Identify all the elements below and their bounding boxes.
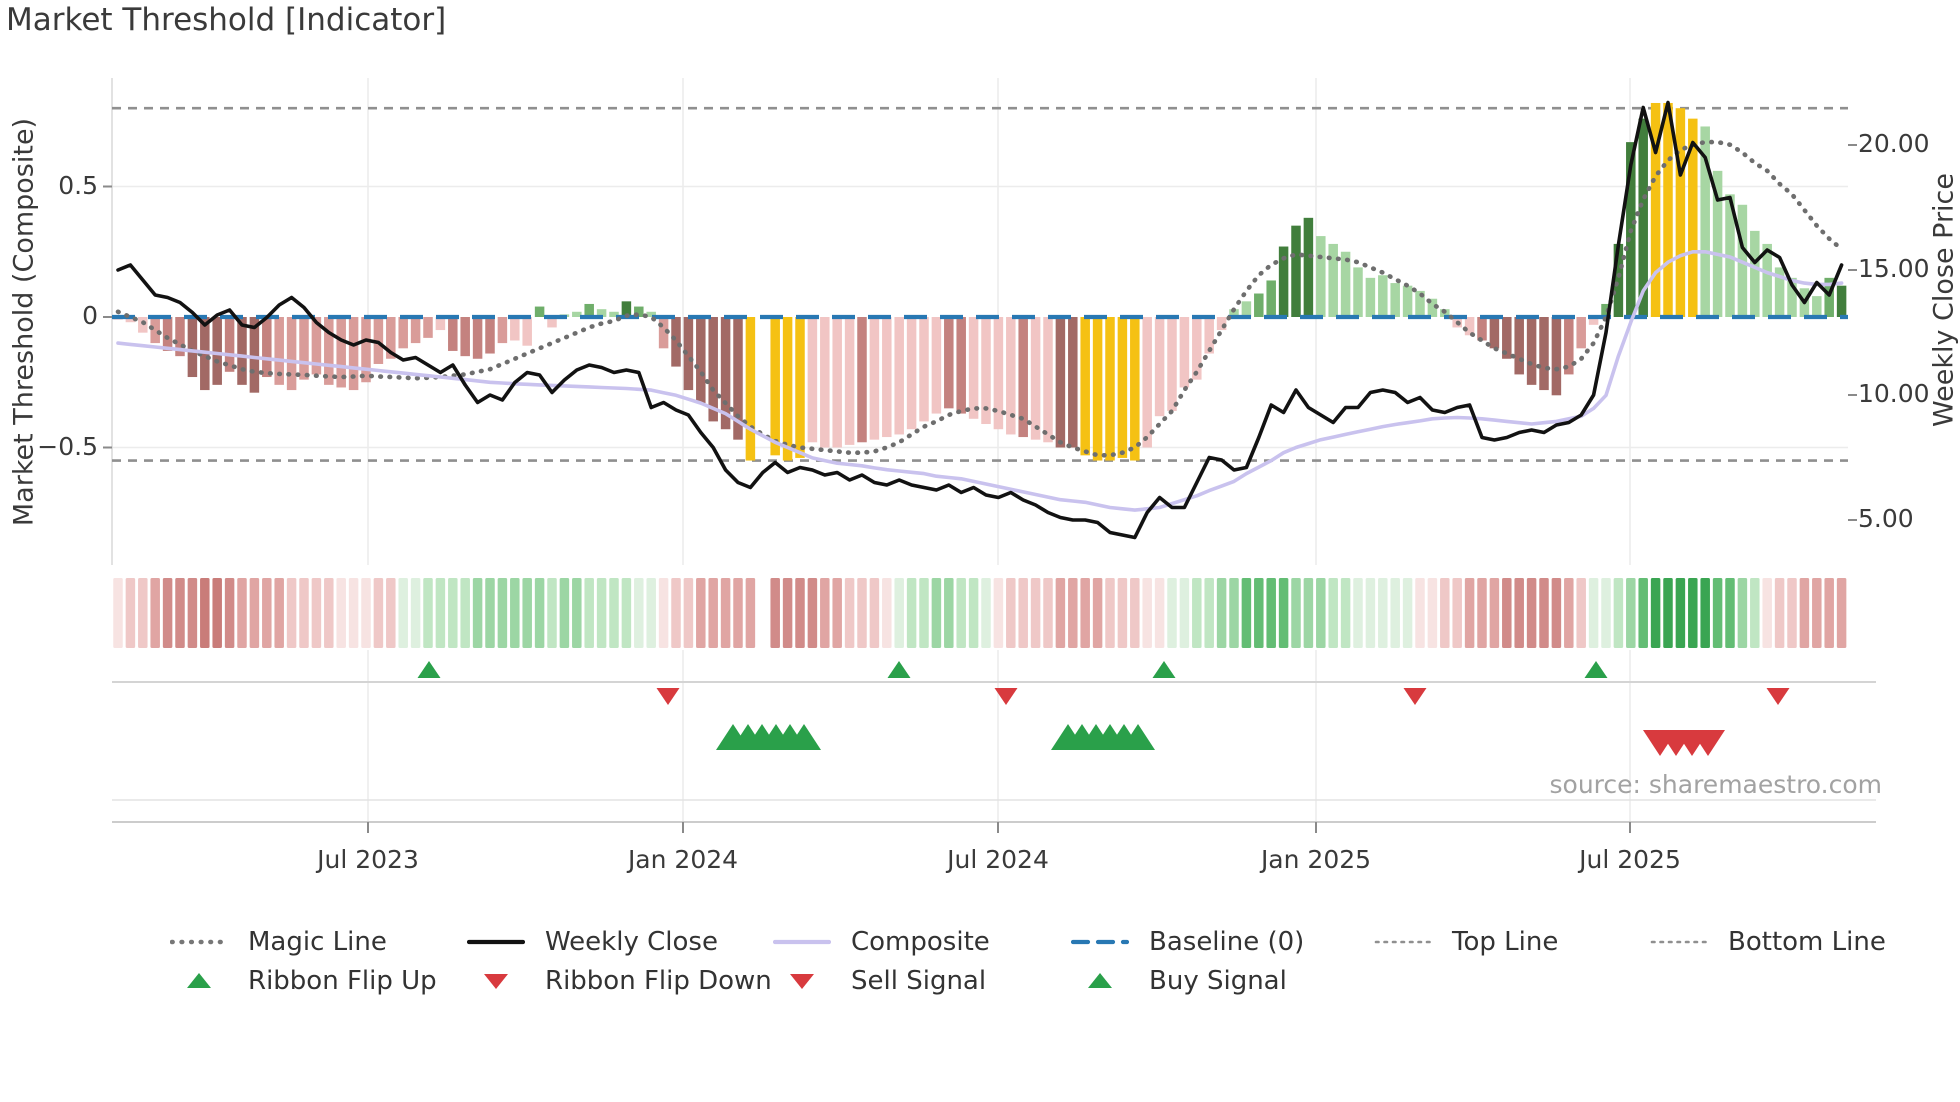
magic-line [115,139,1844,458]
gridlines [111,78,1848,822]
tri-up-icon [1088,973,1112,988]
legend-label: Sell Signal [851,966,987,996]
buy-signal-markers [716,724,1155,750]
legend-item-weekly-close: Weekly Close [467,925,718,959]
ribbon-strip [113,578,1847,648]
page-title: Market Threshold [Indicator] [6,2,447,38]
right-axis-tick: 5.00 [1858,504,1914,533]
ribbon-flip-down-markers [656,688,1790,705]
dotted-icon [170,939,228,945]
legend-label: Ribbon Flip Up [248,966,437,996]
right-axis-title: Weekly Close Price [1928,172,1960,428]
tri-down-icon [484,974,508,989]
legend-item-ribbon-flip-up: Ribbon Flip Up [170,964,437,998]
legend-item-bottom-line: Bottom Line [1650,925,1886,959]
x-axis-tick: Jul 2023 [317,845,419,874]
legend-label: Buy Signal [1149,966,1287,996]
right-axis-tick: 15.00 [1858,254,1930,283]
legend-label: Bottom Line [1728,927,1886,957]
composite-line [116,250,1844,512]
legend-label: Ribbon Flip Down [545,966,772,996]
source-credit: source: sharemaestro.com [1549,770,1883,799]
legend-item-top-line: Top Line [1374,925,1558,959]
x-axis-tick: Jul 2024 [947,845,1049,874]
dotted-small-icon [1374,940,1432,944]
line-black-icon [467,939,525,945]
tri-down-icon [790,974,814,989]
histogram-bars [113,102,1847,461]
left-axis-tick: 0 [82,301,98,330]
axis-tick-marks [103,144,1857,521]
x-axis-tick: Jan 2024 [627,845,739,874]
legend-label: Composite [851,927,990,957]
signal-panel [112,681,1876,833]
ribbon-flip-up-markers [417,661,1608,678]
legend-item-composite: Composite [773,925,990,959]
tri-up-icon [187,973,211,988]
legend-item-magic-line: Magic Line [170,925,387,959]
dotted-small-icon [1650,940,1708,944]
threshold-lines [112,106,1848,462]
right-axis-tick: 20.00 [1858,129,1930,158]
legend-item-ribbon-flip-down: Ribbon Flip Down [467,964,772,998]
legend-item-sell-signal: Sell Signal [773,964,986,998]
x-axis-tick: Jul 2025 [1579,845,1681,874]
legend-item-buy-signal: Buy Signal [1071,964,1287,998]
legend-label: Weekly Close [545,927,718,957]
right-axis-tick: 10.00 [1858,379,1930,408]
legend-item-baseline-0-: Baseline (0) [1071,925,1304,959]
line-lavender-icon [773,939,831,945]
sell-signal-markers [1643,730,1725,756]
left-axis-tick: 0.5 [58,170,98,200]
legend-label: Magic Line [248,927,387,957]
legend-label: Baseline (0) [1149,927,1305,957]
weekly-close-line [116,100,1844,540]
legend-label: Top Line [1452,927,1559,957]
left-axis-tick: −0.5 [37,431,98,461]
dash-blue-icon [1071,939,1129,945]
x-axis-tick: Jan 2025 [1260,845,1372,874]
